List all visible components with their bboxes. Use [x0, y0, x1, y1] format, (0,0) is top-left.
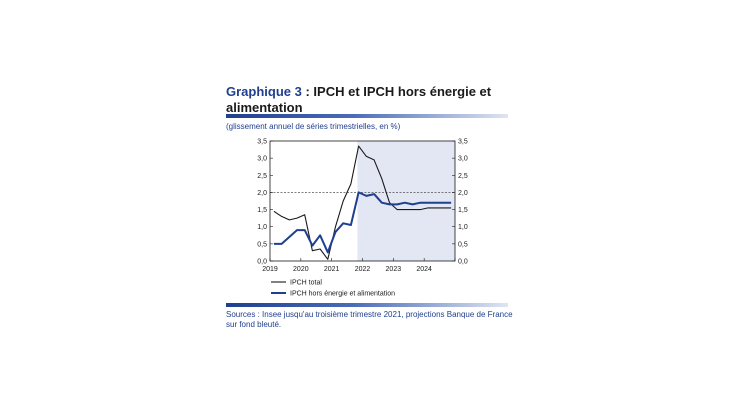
y-tick-label-left: 0,0 [257, 259, 267, 266]
series-line-1 [273, 145, 452, 260]
y-tick-label-right: 0,5 [458, 241, 468, 248]
y-tick-label-left: 2,0 [257, 190, 267, 197]
y-tick-label-right: 1,5 [458, 207, 468, 214]
x-tick-label: 2021 [324, 266, 340, 273]
y-tick-label-right: 3,0 [458, 156, 468, 163]
y-tick-label-left: 3,0 [257, 156, 267, 163]
chart-number: Graphique 3 [226, 84, 302, 99]
y-tick-label-left: 1,0 [257, 224, 267, 231]
y-tick-label-right: 1,0 [458, 224, 468, 231]
y-tick-label-right: 0,0 [458, 259, 468, 266]
projection-shading [357, 141, 455, 261]
legend-label-2: IPCH hors énergie et alimentation [290, 291, 395, 298]
x-tick-label: 2020 [293, 266, 309, 273]
x-tick-label: 2023 [386, 266, 402, 273]
y-tick-label-left: 2,5 [257, 173, 267, 180]
source-note: Sources : Insee jusqu'au troisième trime… [226, 310, 513, 329]
y-tick-label-left: 3,5 [257, 139, 267, 146]
y-tick-label-right: 2,5 [458, 173, 468, 180]
x-tick-label: 2022 [355, 266, 371, 273]
bottom-rule [226, 303, 508, 307]
chart-subtitle: (glissement annuel de séries trimestriel… [226, 122, 401, 131]
y-tick-label-right: 2,0 [458, 190, 468, 197]
chart-title-text: : IPCH et IPCH hors énergie et alimentat… [226, 84, 492, 115]
y-tick-label-right: 3,5 [458, 139, 468, 146]
chart-title: Graphique 3 : IPCH et IPCH hors énergie … [226, 84, 526, 116]
x-tick-label: 2019 [262, 266, 278, 273]
top-rule [226, 114, 508, 118]
y-tick-label-left: 0,5 [257, 241, 267, 248]
legend-label-1: IPCH total [290, 280, 322, 287]
series-line-2 [273, 191, 452, 254]
x-tick-label: 2024 [416, 266, 432, 273]
y-tick-label-left: 1,5 [257, 207, 267, 214]
